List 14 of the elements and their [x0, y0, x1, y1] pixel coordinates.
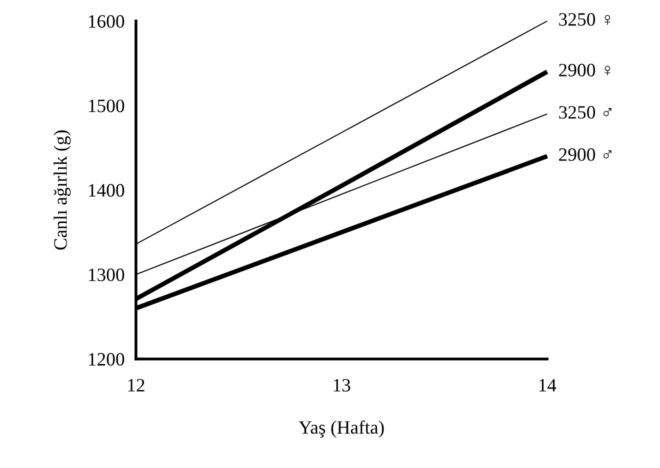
- y-tick-label: 1500: [89, 100, 124, 112]
- series-label: 3250 ♀: [559, 13, 610, 26]
- y-tick-label: 1600: [89, 15, 124, 28]
- x-tick-label: 14: [539, 379, 556, 392]
- y-tick-label: 1200: [89, 352, 124, 366]
- series-label: 2900 ♂: [559, 148, 612, 161]
- y-tick-label: 1400: [89, 184, 124, 197]
- y-axis-title: Canlı ağırlık (g): [54, 130, 71, 250]
- series-label: 3250 ♂: [559, 106, 612, 119]
- x-axis-title: Yaş (Hafta): [298, 420, 384, 438]
- x-tick-label: 13: [334, 378, 350, 392]
- y-tick-label: 1300: [89, 268, 124, 282]
- series-label: 2900 ♀: [559, 64, 610, 76]
- x-tick-label: 12: [128, 378, 144, 392]
